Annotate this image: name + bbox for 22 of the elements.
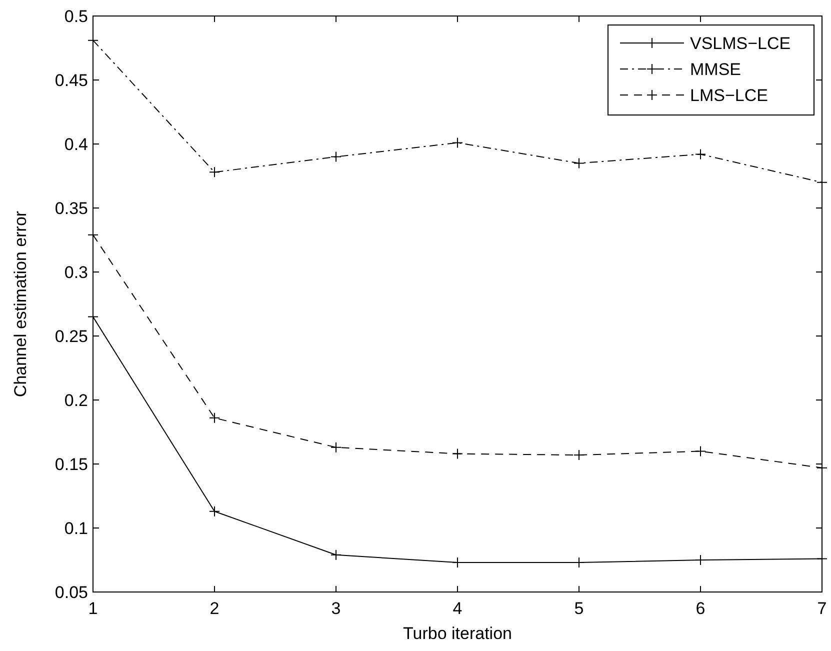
legend-label: VSLMS−LCE <box>690 34 791 53</box>
x-tick-label: 1 <box>88 599 98 618</box>
x-tick-label: 3 <box>331 599 341 618</box>
y-tick-label: 0.25 <box>54 326 88 346</box>
y-tick-label: 0.5 <box>64 6 88 26</box>
y-tick-label: 0.4 <box>64 134 88 154</box>
y-tick-label: 0.05 <box>54 582 88 602</box>
y-tick-label: 0.45 <box>54 70 88 90</box>
y-tick-label: 0.3 <box>64 262 88 282</box>
y-tick-label: 0.15 <box>54 454 88 474</box>
x-axis-title: Turbo iteration <box>403 624 512 643</box>
y-tick-label: 0.2 <box>64 390 88 410</box>
y-axis-title: Channel estimation error <box>11 210 30 398</box>
legend-label: LMS−LCE <box>690 86 768 105</box>
y-tick-label: 0.1 <box>64 518 88 538</box>
x-tick-label: 6 <box>696 599 706 618</box>
x-tick-label: 2 <box>210 599 220 618</box>
x-tick-label: 4 <box>452 599 462 618</box>
x-tick-label: 7 <box>817 599 827 618</box>
y-tick-label: 0.35 <box>54 198 88 218</box>
legend-label: MMSE <box>690 60 741 79</box>
x-tick-label: 5 <box>574 599 584 618</box>
